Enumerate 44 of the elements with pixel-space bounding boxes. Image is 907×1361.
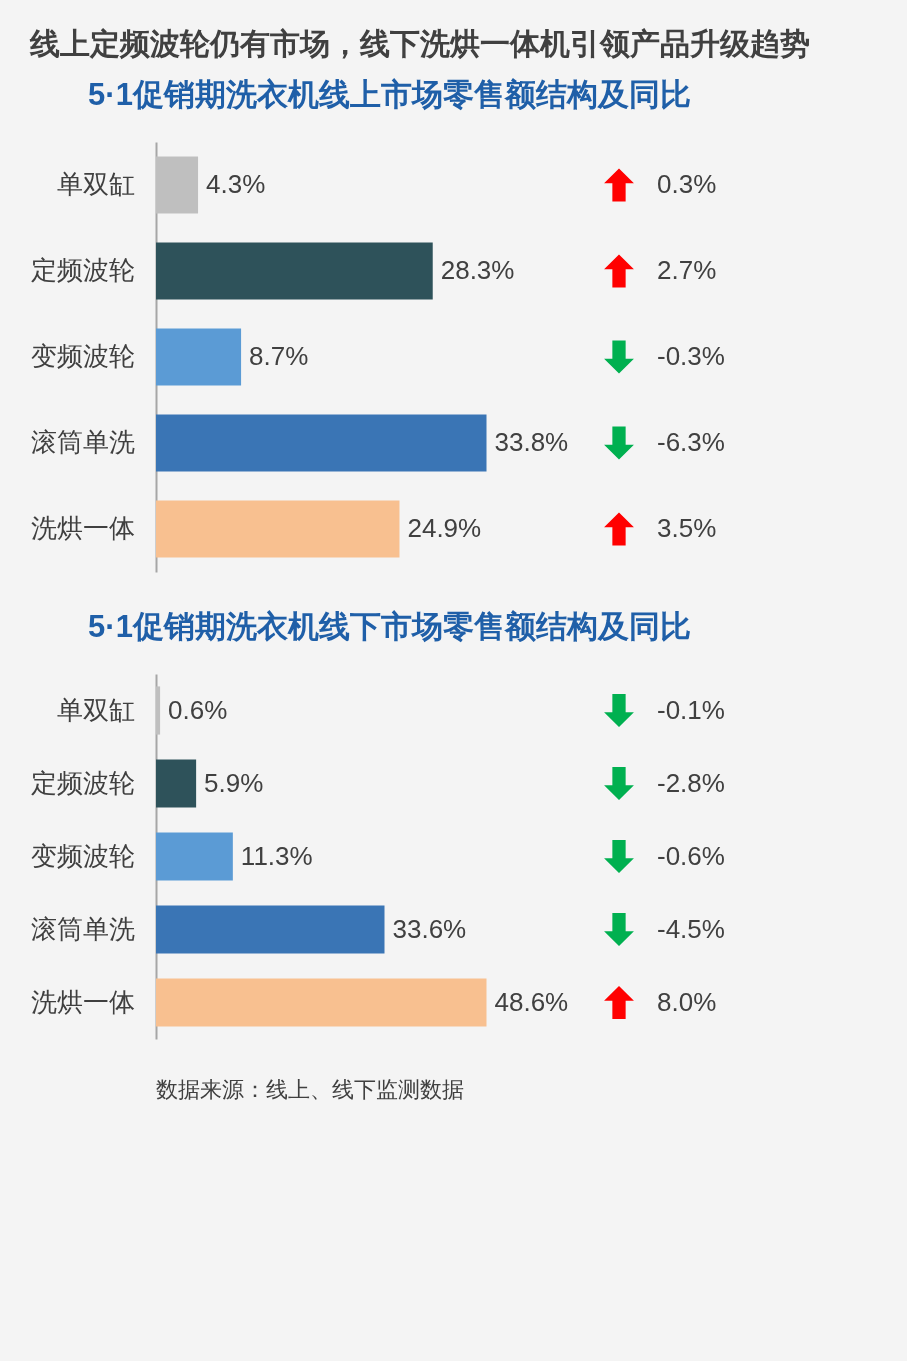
bar	[156, 156, 199, 214]
bar	[156, 978, 487, 1027]
data-label: 48.6%	[494, 986, 569, 1017]
y-tick-label: 定频波轮	[30, 255, 135, 285]
bar	[156, 242, 433, 300]
data-label: 0.6%	[168, 694, 228, 725]
data-label: -0.6%	[657, 840, 725, 871]
data-label: 2.7%	[657, 255, 717, 285]
y-tick-label: 洗烘一体	[30, 986, 135, 1017]
data-label: 24.9%	[407, 513, 482, 543]
y-tick-label: 变频波轮	[30, 341, 135, 371]
bar	[156, 500, 400, 558]
data-label: 8.0%	[657, 986, 717, 1017]
y-tick-label: 滚筒单洗	[30, 427, 135, 457]
bar	[156, 328, 242, 386]
data-label: -0.1%	[657, 694, 725, 725]
y-tick-label: 单双缸	[56, 169, 135, 199]
y-tick-label: 滚筒单洗	[30, 913, 135, 944]
chart-subtitle: 5·1促销期洗衣机线上市场零售额结构及同比	[88, 77, 691, 112]
data-label: 3.5%	[657, 513, 717, 543]
data-label: -6.3%	[657, 427, 725, 457]
data-label: -0.3%	[657, 341, 725, 371]
data-label: 28.3%	[440, 255, 515, 285]
bar	[156, 832, 233, 881]
data-label: 33.8%	[494, 427, 569, 457]
data-label: 4.3%	[206, 169, 266, 199]
y-tick-label: 单双缸	[56, 694, 135, 725]
chart-title: 5·1促销期洗衣机线下市场零售额结构及同比	[88, 609, 691, 644]
data-label: 5.9%	[204, 767, 264, 798]
data-label: 0.3%	[657, 169, 717, 199]
chart-title: 线上定频波轮仍有市场，线下洗烘一体机引领产品升级趋势	[29, 27, 810, 60]
bar	[156, 686, 161, 735]
data-label: -4.5%	[657, 913, 725, 944]
data-label: 11.3%	[240, 840, 313, 871]
data-label: 33.6%	[392, 913, 467, 944]
bar	[156, 759, 197, 808]
y-tick-label: 变频波轮	[30, 840, 135, 871]
data-label: -2.8%	[657, 767, 725, 798]
source-note: 数据来源：线上、线下监测数据	[156, 1077, 464, 1102]
bar	[156, 905, 385, 954]
bar	[156, 414, 487, 472]
y-tick-label: 定频波轮	[30, 767, 135, 798]
y-tick-label: 洗烘一体	[30, 513, 135, 543]
data-label: 8.7%	[249, 341, 309, 371]
